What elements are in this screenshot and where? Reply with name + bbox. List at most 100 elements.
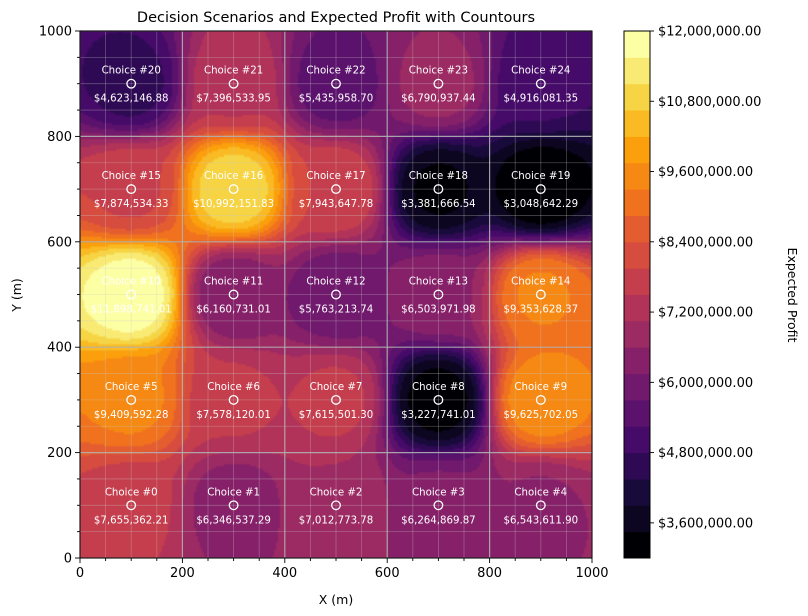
choice-name-label: Choice #8 (412, 382, 465, 393)
x-tick-label: 0 (76, 566, 84, 581)
colorbar-tick-label: $7,200,000.00 (658, 306, 753, 321)
colorbar-band (624, 399, 650, 427)
choice-marker (126, 289, 137, 300)
choice-marker (433, 394, 444, 405)
choice-name-label: Choice #18 (409, 171, 468, 182)
choice-name-label: Choice #20 (102, 66, 161, 77)
choice-name-label: Choice #5 (105, 382, 158, 393)
choice-value-label: $6,160,731.01 (196, 305, 271, 316)
choice-value-label: $7,655,362.21 (94, 515, 169, 526)
choice-point: Choice #8 $3,227,741.01 (401, 382, 476, 421)
colorbar-tick-label: $6,000,000.00 (658, 376, 753, 391)
choice-name-label: Choice #4 (514, 487, 567, 498)
colorbar-band (624, 189, 650, 216)
y-tick-label: 1000 (39, 25, 72, 40)
choice-value-label: $6,790,937.44 (401, 94, 476, 105)
colorbar-label: Expected Profit (785, 248, 800, 343)
choice-value-label: $9,409,592.28 (94, 410, 169, 421)
y-tick-label: 800 (47, 130, 72, 145)
choice-value-label: $6,543,611.90 (504, 515, 579, 526)
choice-name-label: Choice #15 (102, 171, 161, 182)
choice-marker (228, 78, 239, 89)
choice-point: Choice #17 $7,943,647.78 (299, 171, 374, 210)
choice-value-label: $4,623,146.88 (94, 94, 169, 105)
plot-area: Choice #0 $7,655,362.21 Choice #1 $6,346,53… (79, 30, 593, 559)
colorbar-band (624, 320, 650, 348)
choice-marker (228, 500, 239, 511)
choice-point: Choice #21 $7,396,533.95 (196, 66, 271, 105)
colorbar-band (624, 57, 650, 85)
x-axis: 0 200 400 600 800 1000 (76, 558, 609, 581)
colorbar-tick-label: $10,800,000.00 (658, 95, 761, 110)
choice-point: Choice #18 $3,381,666.54 (401, 171, 476, 210)
colorbar-band (624, 478, 650, 506)
choice-name-label: Choice #3 (412, 487, 465, 498)
choice-point: Choice #0 $7,655,362.21 (94, 487, 169, 526)
choice-name-label: Choice #24 (511, 66, 570, 77)
choice-point: Choice #13 $6,503,971.98 (401, 277, 476, 316)
y-tick-label: 400 (47, 341, 72, 356)
choice-name-label: Choice #13 (409, 277, 468, 288)
choice-point: Choice #3 $6,264,869.87 (401, 487, 476, 526)
choice-name-label: Choice #11 (204, 277, 263, 288)
choice-point: Choice #24 $4,916,081.35 (504, 66, 579, 105)
choice-point: Choice #1 $6,346,537.29 (196, 487, 271, 526)
choice-point: Choice #5 $9,409,592.28 (94, 382, 169, 421)
choice-point: Choice #9 $9,625,702.05 (504, 382, 579, 421)
choice-value-label: $10,992,151.83 (193, 199, 274, 210)
choice-name-label: Choice #21 (204, 66, 263, 77)
choice-marker (331, 78, 341, 89)
choice-marker (331, 289, 341, 300)
choice-value-label: $11,898,741.01 (91, 305, 172, 316)
colorbar-band (624, 373, 650, 401)
choice-point: Choice #16 $10,992,151.83 (193, 171, 274, 210)
colorbar-band (624, 215, 650, 243)
choice-markers: Choice #0 $7,655,362.21 Choice #1 $6,346,53… (91, 66, 578, 527)
choice-value-label: $4,916,081.35 (504, 94, 579, 105)
choice-point: Choice #10 $11,898,741.01 (91, 277, 172, 316)
x-tick-label: 400 (272, 566, 297, 581)
choice-value-label: $7,396,533.95 (196, 94, 271, 105)
choice-name-label: Choice #9 (514, 382, 567, 393)
colorbar-frame (623, 30, 651, 559)
x-tick-label: 1000 (575, 566, 608, 581)
choice-point: Choice #4 $6,543,611.90 (504, 487, 579, 526)
colorbar-tick-label: $12,000,000.00 (658, 25, 761, 40)
choice-marker (535, 394, 546, 405)
choice-value-label: $6,503,971.98 (401, 305, 476, 316)
colorbar-band (624, 505, 650, 533)
choice-point: Choice #7 $7,615,501.30 (299, 382, 374, 421)
colorbar: $3,600,000.00 $4,800,000.00 $6,000,000.00 $… (623, 25, 761, 559)
x-tick-label: 600 (375, 566, 400, 581)
colorbar-tick-label: $9,600,000.00 (658, 165, 753, 180)
x-axis-label: X (m) (319, 592, 353, 607)
colorbar-band (624, 268, 650, 295)
choice-point: Choice #11 $6,160,731.01 (196, 277, 271, 316)
choice-name-label: Choice #22 (306, 66, 365, 77)
colorbar-band (624, 452, 650, 480)
choice-marker (331, 500, 341, 511)
choice-point: Choice #2 $7,012,773.78 (299, 487, 374, 526)
choice-marker (433, 289, 444, 300)
choice-marker (228, 184, 239, 195)
choice-marker (126, 184, 137, 195)
choice-point: Choice #14 $9,353,628.37 (504, 277, 579, 316)
colorbar-band (624, 162, 650, 190)
colorbar-band (624, 136, 650, 164)
colorbar-band (624, 31, 650, 58)
choice-name-label: Choice #0 (105, 487, 158, 498)
colorbar-band (624, 531, 650, 559)
x-tick-label: 800 (477, 566, 502, 581)
choice-value-label: $7,578,120.01 (196, 410, 271, 421)
choice-value-label: $5,435,958.70 (299, 94, 374, 105)
choice-marker (228, 289, 239, 300)
choice-name-label: Choice #10 (102, 277, 161, 288)
choice-point: Choice #20 $4,623,146.88 (94, 66, 169, 105)
choice-marker (228, 394, 239, 405)
choice-marker (126, 500, 137, 511)
choice-marker (535, 184, 546, 195)
choice-marker (535, 500, 546, 511)
choice-value-label: $9,625,702.05 (504, 410, 579, 421)
choice-marker (331, 184, 341, 195)
choice-name-label: Choice #19 (511, 171, 570, 182)
